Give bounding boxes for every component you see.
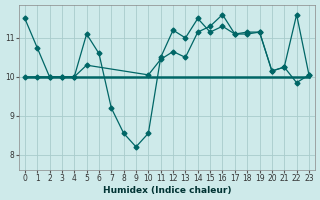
X-axis label: Humidex (Indice chaleur): Humidex (Indice chaleur) <box>103 186 231 195</box>
